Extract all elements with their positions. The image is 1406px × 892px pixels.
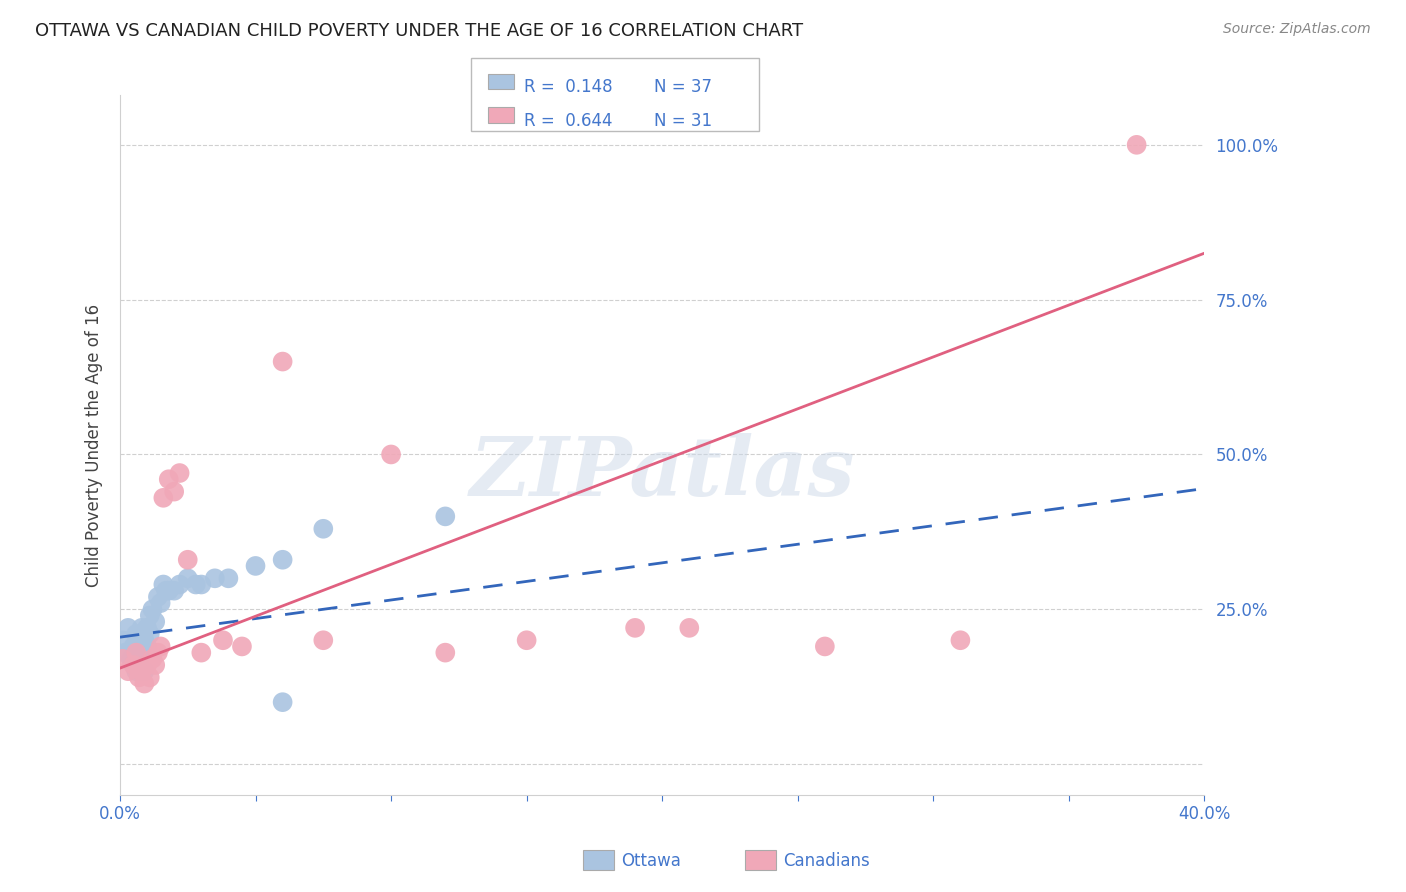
Point [131, 646, 153, 660]
Point [122, 658, 145, 673]
Point [149, 596, 172, 610]
Point [125, 664, 148, 678]
Point [131, 621, 153, 635]
Point [117, 664, 139, 678]
Point [136, 621, 159, 635]
Point [217, 571, 239, 585]
Text: N = 37: N = 37 [654, 78, 711, 95]
Text: R =  0.148: R = 0.148 [524, 78, 613, 95]
Point [111, 633, 134, 648]
Point [516, 633, 538, 648]
Point [155, 583, 177, 598]
Point [312, 633, 335, 648]
Point [157, 472, 180, 486]
Point [111, 652, 134, 666]
Point [949, 633, 972, 648]
Point [184, 577, 207, 591]
Point [624, 621, 647, 635]
Point [312, 522, 335, 536]
Point [678, 621, 700, 635]
Point [143, 658, 166, 673]
Point [271, 354, 294, 368]
Point [271, 695, 294, 709]
Point [134, 676, 156, 690]
Point [1125, 137, 1147, 152]
Text: N = 31: N = 31 [654, 112, 711, 129]
Point [434, 646, 457, 660]
Point [163, 484, 186, 499]
Point [190, 577, 212, 591]
Text: R =  0.644: R = 0.644 [524, 112, 613, 129]
Point [114, 646, 136, 660]
Point [169, 577, 191, 591]
Point [139, 608, 162, 623]
Point [139, 670, 162, 684]
Point [157, 583, 180, 598]
Point [136, 640, 159, 654]
Point [190, 646, 212, 660]
Point [169, 466, 191, 480]
Point [141, 602, 163, 616]
Point [245, 558, 267, 573]
Point [139, 627, 162, 641]
Point [271, 553, 294, 567]
Point [134, 633, 156, 648]
Point [146, 590, 169, 604]
Point [122, 640, 145, 654]
Point [128, 652, 150, 666]
Point [434, 509, 457, 524]
Point [177, 571, 200, 585]
Point [380, 447, 402, 461]
Text: Source: ZipAtlas.com: Source: ZipAtlas.com [1223, 22, 1371, 37]
Point [231, 640, 253, 654]
Point [204, 571, 226, 585]
Point [143, 615, 166, 629]
Point [152, 577, 174, 591]
Text: ZIPatlas: ZIPatlas [470, 434, 855, 513]
Point [134, 664, 156, 678]
Point [146, 646, 169, 660]
Y-axis label: Child Poverty Under the Age of 16: Child Poverty Under the Age of 16 [86, 303, 103, 587]
Text: OTTAWA VS CANADIAN CHILD POVERTY UNDER THE AGE OF 16 CORRELATION CHART: OTTAWA VS CANADIAN CHILD POVERTY UNDER T… [35, 22, 803, 40]
Point [125, 646, 148, 660]
Text: Ottawa: Ottawa [621, 852, 682, 870]
Point [136, 658, 159, 673]
Point [122, 658, 145, 673]
Point [117, 621, 139, 635]
Point [152, 491, 174, 505]
Point [128, 670, 150, 684]
Text: Canadians: Canadians [783, 852, 870, 870]
Point [814, 640, 837, 654]
Point [163, 583, 186, 598]
Point [177, 553, 200, 567]
Point [131, 664, 153, 678]
Point [149, 640, 172, 654]
Point [128, 633, 150, 648]
Point [120, 652, 142, 666]
Point [125, 627, 148, 641]
Point [141, 652, 163, 666]
Point [212, 633, 235, 648]
